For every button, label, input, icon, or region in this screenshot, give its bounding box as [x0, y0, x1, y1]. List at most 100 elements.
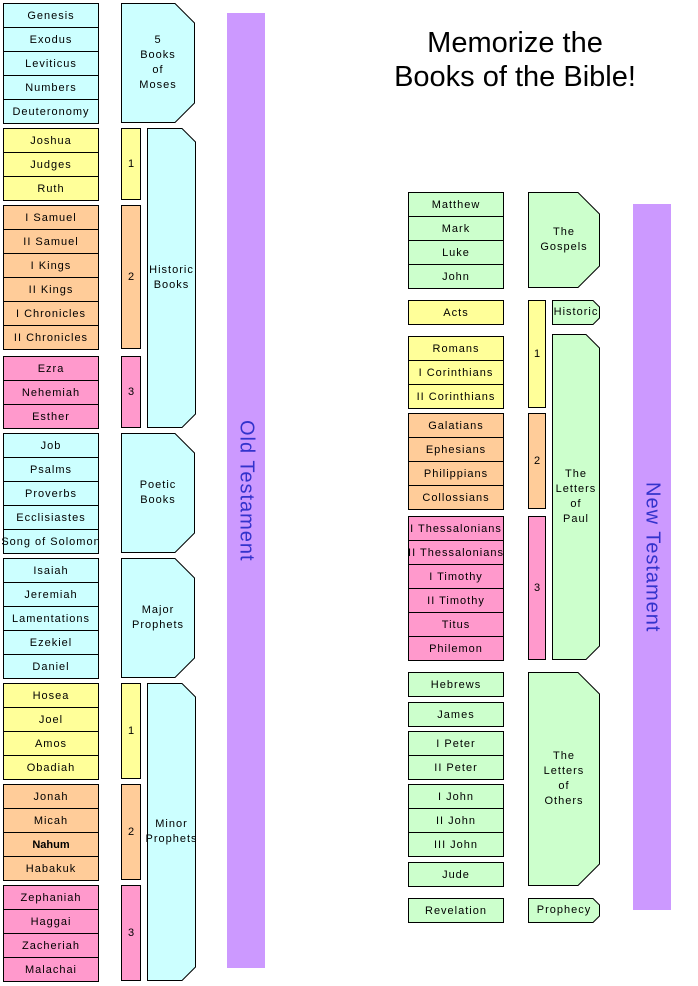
book-box-i-samuel: I Samuel — [3, 205, 99, 230]
group-number-bar-ot-minor-1: 1 — [121, 683, 141, 779]
book-box-jeremiah: Jeremiah — [3, 582, 99, 607]
book-box-galatians: Galatians — [408, 413, 504, 438]
book-box-ii-corinthians: II Corinthians — [408, 384, 504, 409]
category-box-nt-others: The Letters of Others — [528, 672, 600, 886]
category-label-line: Poetic — [139, 479, 177, 491]
category-label-line: Letters — [555, 483, 597, 495]
category-label-line: Paul — [562, 513, 590, 525]
book-box-habakuk: Habakuk — [3, 856, 99, 881]
category-shape — [147, 683, 196, 981]
category-box-nt-prophecy: Prophecy — [528, 898, 600, 923]
category-label: The Letters of Paul — [552, 334, 600, 660]
book-box-nehemiah: Nehemiah — [3, 380, 99, 405]
book-box-ii-samuel: II Samuel — [3, 229, 99, 254]
book-box-i-john: I John — [408, 784, 504, 809]
group-number-bar-nt-paul-1: 1 — [528, 300, 546, 408]
category-shape — [528, 192, 600, 288]
book-box-ezra: Ezra — [3, 356, 99, 381]
category-label-line: 5 — [154, 34, 162, 46]
old-testament-bar: Old Testament — [227, 13, 265, 968]
book-box-zephaniah: Zephaniah — [3, 885, 99, 910]
group-number-bar-ot-historic-1: 1 — [121, 128, 141, 200]
book-box-john: John — [408, 264, 504, 289]
book-box-i-corinthians: I Corinthians — [408, 360, 504, 385]
category-label-line: Books — [153, 279, 190, 291]
book-box-job: Job — [3, 433, 99, 458]
book-box-joshua: Joshua — [3, 128, 99, 153]
new-testament-bar: New Testament — [633, 204, 671, 910]
group-number-bar-ot-minor-3: 3 — [121, 885, 141, 981]
category-label-line: Major — [141, 604, 175, 616]
book-box-titus: Titus — [408, 612, 504, 637]
book-box-philemon: Philemon — [408, 636, 504, 661]
category-label-line: Prophets — [131, 619, 185, 631]
book-box-james: James — [408, 702, 504, 727]
book-box-isaiah: Isaiah — [3, 558, 99, 583]
book-box-haggai: Haggai — [3, 909, 99, 934]
book-box-hebrews: Hebrews — [408, 672, 504, 697]
book-box-i-thessalonians: I Thessalonians — [408, 516, 504, 541]
book-box-ruth: Ruth — [3, 176, 99, 201]
book-box-acts: Acts — [408, 300, 504, 325]
book-box-hosea: Hosea — [3, 683, 99, 708]
page-title-line1: Memorize the — [427, 27, 603, 59]
category-box-ot-moses: 5 Books of Moses — [121, 3, 195, 123]
category-box-nt-paul: The Letters of Paul — [552, 334, 600, 660]
book-box-i-chronicles: I Chronicles — [3, 301, 99, 326]
page-title: Memorize the Books of the Bible! — [350, 26, 680, 94]
group-number-bar-nt-paul-3: 3 — [528, 516, 546, 660]
book-box-ii-chronicles: II Chronicles — [3, 325, 99, 350]
category-label-line: Gospels — [540, 241, 588, 253]
category-label-line: Minor — [155, 818, 188, 830]
category-box-ot-poetic: Poetic Books — [121, 433, 195, 553]
book-box-psalms: Psalms — [3, 457, 99, 482]
book-box-jude: Jude — [408, 862, 504, 887]
group-number-bar-ot-historic-3: 3 — [121, 356, 141, 428]
new-testament-bar-label: New Testament — [641, 481, 664, 633]
book-box-song-of-solomon: Song of Solomon — [1, 529, 100, 554]
book-box-ii-timothy: II Timothy — [408, 588, 504, 613]
category-shape — [528, 672, 600, 886]
category-label: Major Prophets — [121, 558, 195, 678]
book-box-collossians: Collossians — [408, 485, 504, 510]
book-box-ephesians: Ephesians — [408, 437, 504, 462]
book-box-ii-john: II John — [408, 808, 504, 833]
book-box-ezekiel: Ezekiel — [3, 630, 99, 655]
book-box-matthew: Matthew — [408, 192, 504, 217]
category-label: 5 Books of Moses — [121, 3, 195, 123]
book-box-jonah: Jonah — [3, 784, 99, 809]
category-shape — [552, 300, 600, 325]
book-box-i-kings: I Kings — [3, 253, 99, 278]
category-label-line: of — [152, 64, 164, 76]
category-label-line: Historic — [553, 306, 599, 318]
book-box-revelation: Revelation — [408, 898, 504, 923]
book-box-leviticus: Leviticus — [3, 51, 99, 76]
book-box-malachai: Malachai — [3, 957, 99, 982]
book-box-exodus: Exodus — [3, 27, 99, 52]
book-box-luke: Luke — [408, 240, 504, 265]
book-box-obadiah: Obadiah — [3, 755, 99, 780]
book-box-deuteronomy: Deuteronomy — [3, 99, 99, 124]
book-box-ii-kings: II Kings — [3, 277, 99, 302]
book-box-philippians: Philippians — [408, 461, 504, 486]
book-box-i-timothy: I Timothy — [408, 564, 504, 589]
category-label-line: Prophets — [145, 833, 198, 845]
category-label: Historic Books — [147, 128, 196, 428]
category-box-nt-gospels: The Gospels — [528, 192, 600, 288]
category-shape — [528, 898, 600, 923]
category-shape — [147, 128, 196, 428]
category-label: Minor Prophets — [145, 683, 198, 981]
book-box-romans: Romans — [408, 336, 504, 361]
category-label-line: The — [553, 226, 575, 238]
book-box-joel: Joel — [3, 707, 99, 732]
category-label-line: Moses — [139, 79, 177, 91]
book-box-esther: Esther — [3, 404, 99, 429]
group-number-bar-ot-minor-2: 2 — [121, 784, 141, 880]
category-label-line: The — [565, 468, 587, 480]
category-label-line: The — [553, 750, 575, 762]
book-box-iii-john: III John — [408, 832, 504, 857]
category-label: Historic — [552, 300, 600, 325]
category-label-line: of — [570, 498, 582, 510]
category-box-nt-historic: Historic — [552, 300, 600, 325]
category-shape — [121, 558, 195, 678]
